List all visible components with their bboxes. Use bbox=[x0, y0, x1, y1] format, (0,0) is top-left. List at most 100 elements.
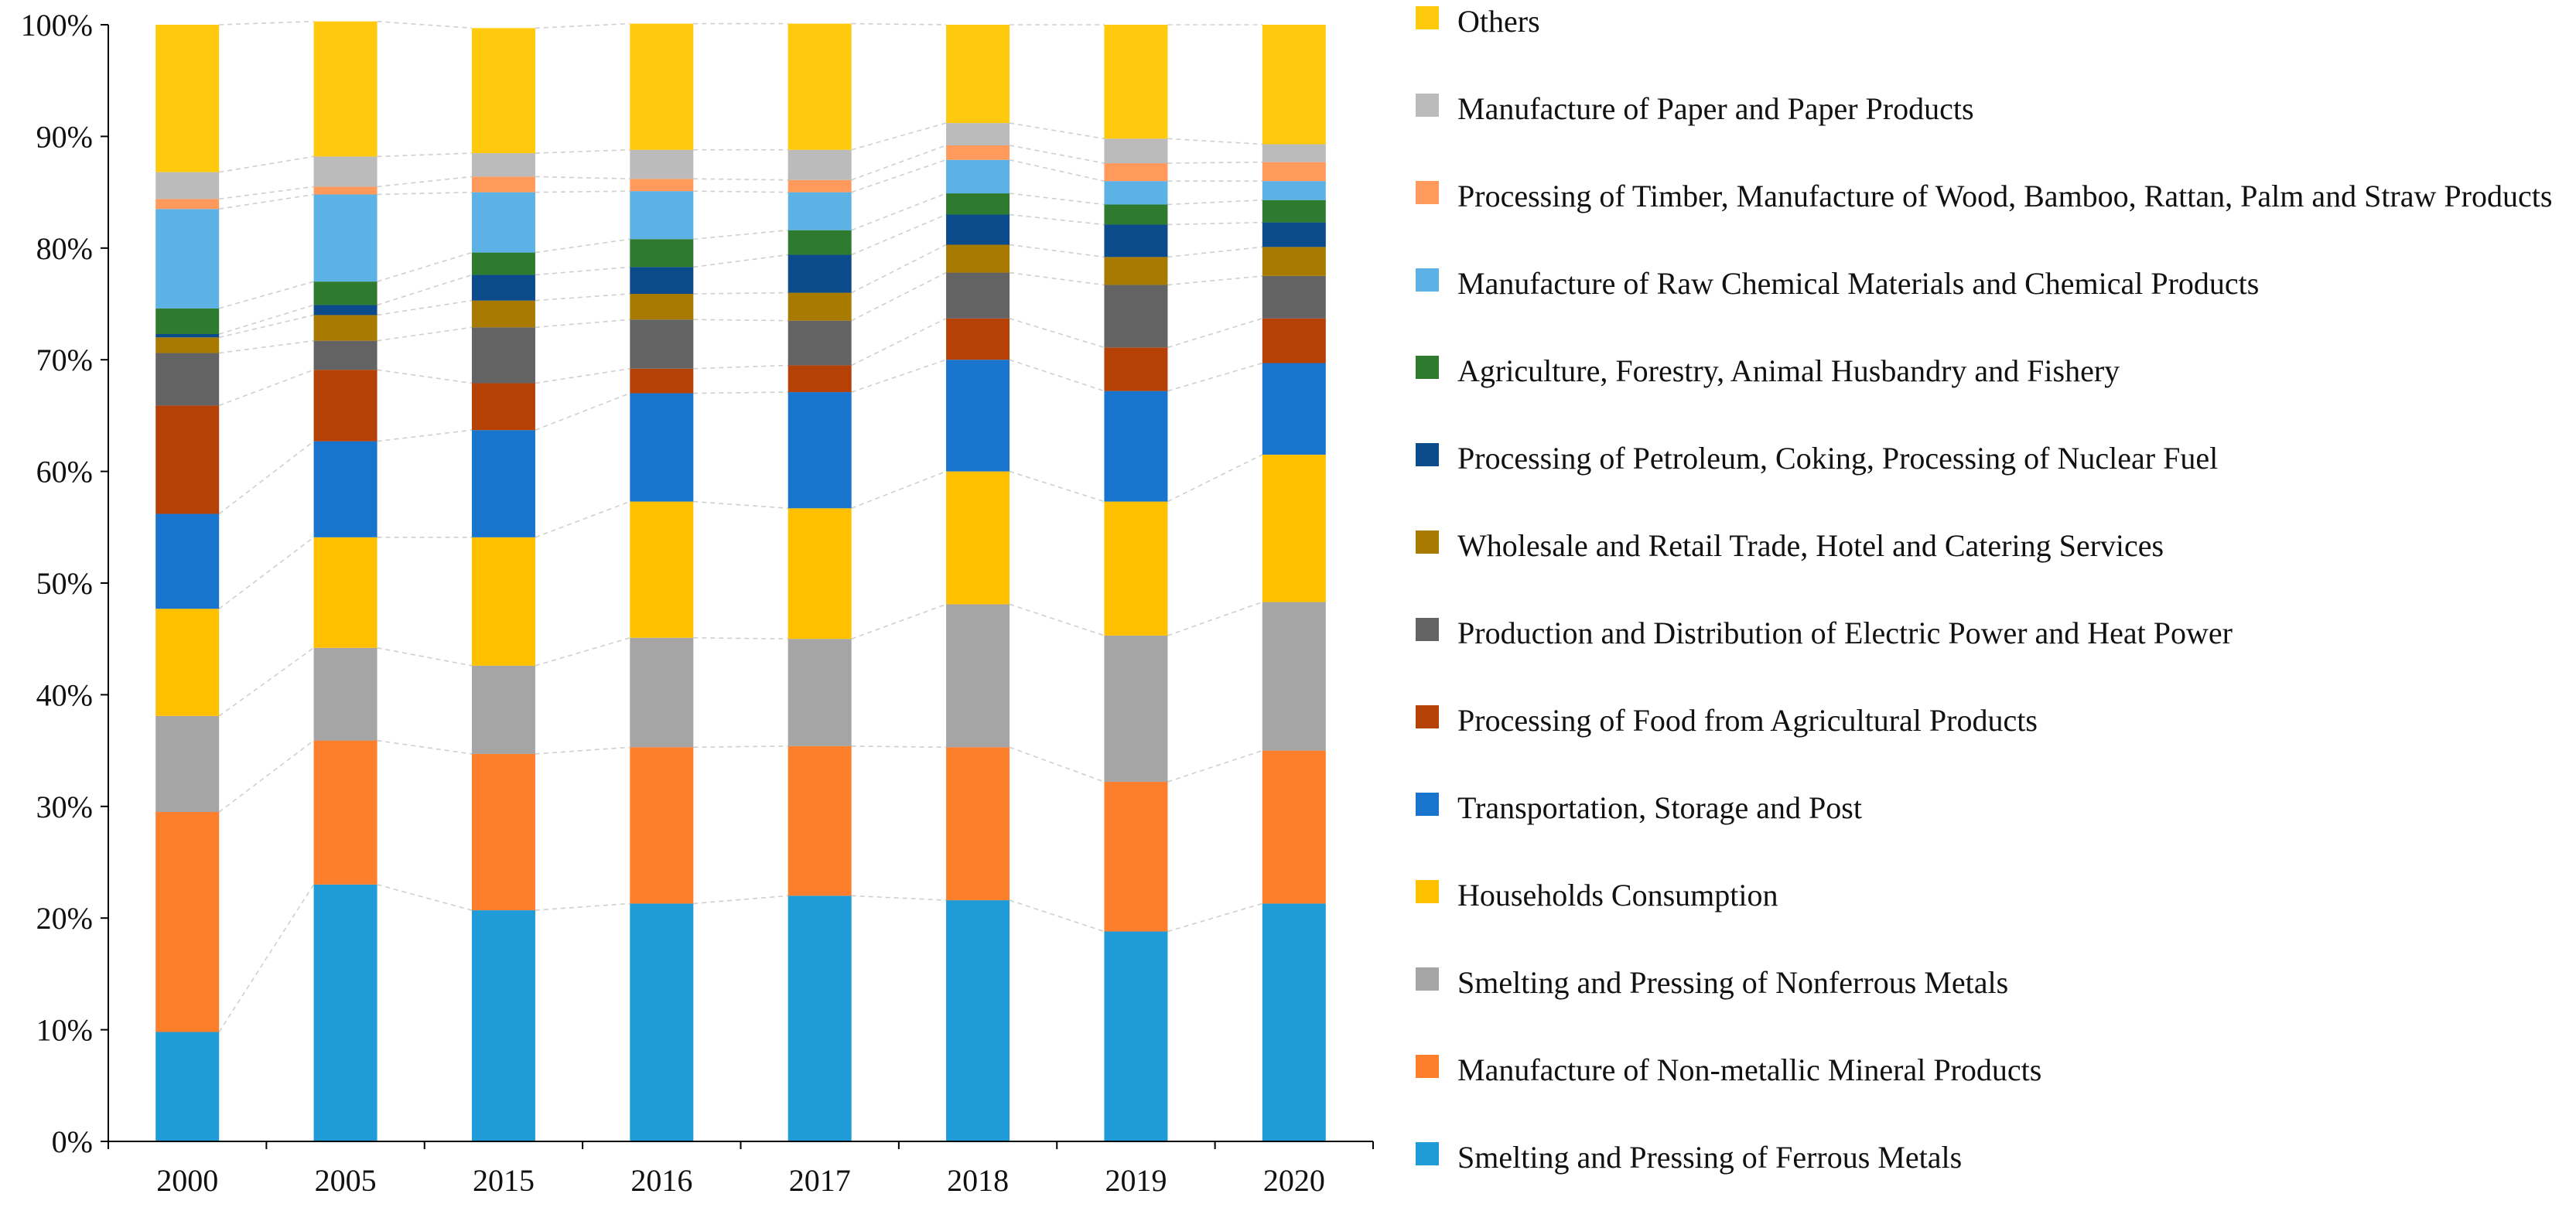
bar-segment bbox=[946, 471, 1010, 605]
y-tick-label: 0% bbox=[52, 1124, 93, 1159]
connector-line bbox=[377, 369, 473, 384]
legend-swatch bbox=[1416, 1055, 1439, 1078]
connector-line bbox=[218, 440, 315, 515]
legend-item: Transportation, Storage and Post bbox=[1416, 786, 2571, 830]
bar-segment bbox=[1104, 181, 1168, 205]
bar-segment bbox=[630, 637, 694, 748]
connector-line bbox=[1167, 246, 1262, 258]
legend-label: Manufacture of Raw Chemical Materials an… bbox=[1457, 266, 2260, 301]
connector-line bbox=[218, 647, 315, 717]
bar-segment bbox=[155, 609, 220, 716]
bar-segment bbox=[1104, 635, 1168, 783]
legend-label: Processing of Petroleum, Coking, Process… bbox=[1457, 441, 2219, 476]
y-tick-label: 90% bbox=[36, 119, 93, 154]
bar-segment bbox=[155, 1032, 220, 1141]
connector-line bbox=[851, 359, 947, 393]
connector-line bbox=[218, 281, 314, 309]
connector-line bbox=[535, 500, 630, 538]
legend-item: Households Consumption bbox=[1416, 874, 2571, 917]
connector-line bbox=[1009, 470, 1105, 503]
connector-line bbox=[218, 739, 315, 813]
x-tick-label: 2016 bbox=[630, 1163, 692, 1198]
connector-line bbox=[851, 213, 947, 256]
legend-item: Production and Distribution of Electric … bbox=[1416, 612, 2571, 655]
bar-segment bbox=[946, 145, 1010, 160]
connector-line bbox=[377, 884, 473, 911]
bar-segment bbox=[630, 23, 694, 150]
bar-segment bbox=[471, 537, 535, 666]
bar-segment bbox=[471, 753, 535, 911]
connector-line bbox=[377, 191, 472, 196]
bar-segment bbox=[471, 28, 535, 154]
connector-line bbox=[1009, 359, 1105, 392]
bar-segment bbox=[1262, 318, 1326, 363]
connector-line bbox=[1167, 138, 1262, 145]
connector-line bbox=[535, 238, 630, 254]
connector-line bbox=[851, 22, 947, 26]
connector-line bbox=[218, 369, 314, 407]
bar-segment bbox=[1104, 163, 1168, 182]
bar-segment bbox=[630, 319, 694, 369]
connector-line bbox=[218, 304, 314, 335]
connector-line bbox=[693, 636, 788, 640]
bar-segment bbox=[787, 365, 852, 393]
connector-line bbox=[851, 244, 947, 294]
connector-line bbox=[1009, 122, 1105, 140]
connector-line bbox=[693, 292, 788, 295]
connector-line bbox=[377, 326, 473, 342]
bar-segment bbox=[946, 159, 1010, 194]
bar-segment bbox=[630, 501, 694, 638]
bar-segment bbox=[1262, 181, 1326, 200]
x-tick-label: 2005 bbox=[315, 1163, 377, 1198]
connector-line bbox=[1009, 603, 1105, 636]
bar-segment bbox=[630, 191, 694, 240]
legend-swatch bbox=[1416, 530, 1439, 554]
connector-line bbox=[377, 739, 473, 755]
bar-segment bbox=[313, 884, 378, 1141]
bar-segment bbox=[787, 639, 852, 746]
bar-segment bbox=[1262, 247, 1326, 276]
y-tick-label: 80% bbox=[36, 231, 93, 266]
bar-segment bbox=[946, 900, 1010, 1141]
bar-segment bbox=[946, 193, 1010, 215]
bar-segment bbox=[630, 294, 694, 320]
bar-segment bbox=[1104, 138, 1168, 164]
bar-segment bbox=[946, 123, 1010, 145]
connector-line bbox=[535, 367, 630, 384]
bar-segment bbox=[1262, 454, 1326, 602]
bar-segment bbox=[787, 230, 852, 255]
bar-segment bbox=[155, 337, 220, 353]
legend-item: Smelting and Pressing of Ferrous Metals bbox=[1416, 1136, 2571, 1179]
legend-swatch bbox=[1416, 443, 1439, 466]
legend-item: Wholesale and Retail Trade, Hotel and Ca… bbox=[1416, 524, 2571, 568]
bar-segment bbox=[313, 537, 378, 648]
x-tick-label: 2018 bbox=[947, 1163, 1009, 1198]
legend-swatch bbox=[1416, 181, 1439, 204]
connector-line bbox=[851, 122, 947, 151]
connector-line bbox=[377, 299, 473, 316]
bar-segment bbox=[630, 179, 694, 192]
connector-line bbox=[377, 429, 473, 442]
legend-swatch bbox=[1416, 705, 1439, 728]
bar-segment bbox=[471, 327, 535, 384]
connector-line bbox=[535, 148, 630, 154]
bar-segment bbox=[1104, 257, 1168, 285]
bar-segment bbox=[787, 320, 852, 366]
bar-segments bbox=[155, 21, 1326, 1141]
bar-segment bbox=[471, 665, 535, 754]
bar-segment bbox=[1104, 285, 1168, 348]
bar-segment bbox=[313, 647, 378, 741]
bar-segment bbox=[1262, 200, 1326, 223]
bar-segment bbox=[471, 300, 535, 328]
y-tick-label: 70% bbox=[36, 343, 93, 377]
connector-line bbox=[693, 895, 788, 905]
y-tick-label: 30% bbox=[36, 790, 93, 824]
connector-line bbox=[851, 745, 947, 749]
bar-segment bbox=[1104, 931, 1168, 1141]
x-tick-label: 2015 bbox=[473, 1163, 535, 1198]
bar-segment bbox=[630, 393, 694, 502]
bar-segment bbox=[630, 149, 694, 179]
connector-line bbox=[1167, 221, 1262, 226]
bar-segment bbox=[787, 179, 852, 193]
x-tick-label: 2019 bbox=[1105, 1163, 1167, 1198]
